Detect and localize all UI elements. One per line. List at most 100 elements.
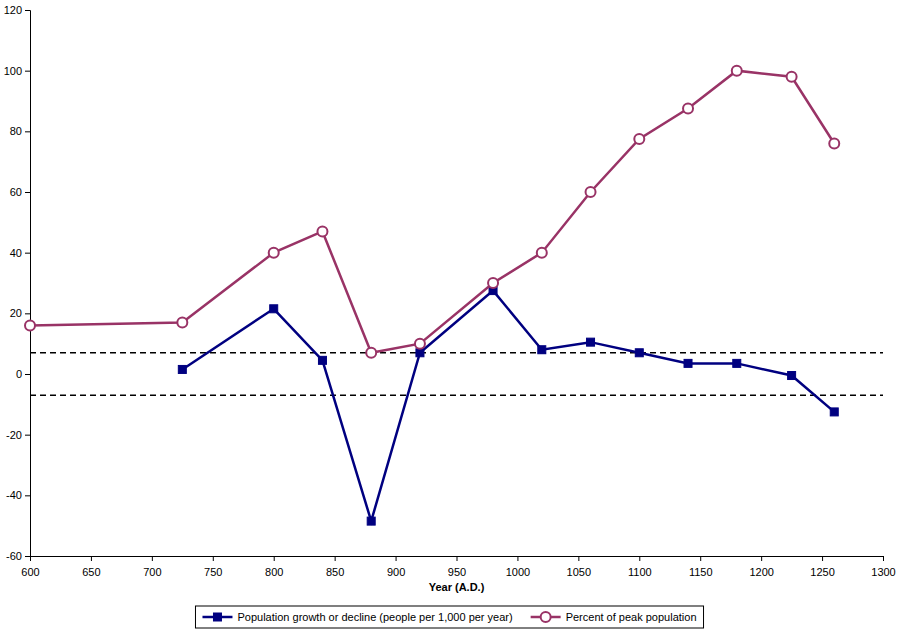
data-point (634, 134, 644, 144)
x-tick: 1200 (749, 556, 773, 578)
y-tick: 120 (4, 4, 30, 16)
x-axis: 600 650 700 750 800 850 900 950 1000 1050 1100 1150… (21, 556, 895, 578)
x-tick-label: 950 (448, 566, 466, 578)
data-point (684, 359, 692, 367)
x-tick: 1100 (628, 556, 652, 578)
y-tick: 20 (10, 307, 30, 319)
x-tick-label: 650 (82, 566, 100, 578)
x-tick: 1250 (810, 556, 834, 578)
x-tick-label: 1050 (567, 566, 591, 578)
data-point (733, 359, 741, 367)
y-tick-mark (25, 71, 30, 72)
y-tick-mark (25, 313, 30, 314)
x-tick-label: 600 (21, 566, 39, 578)
y-tick-label: 120 (4, 4, 22, 16)
y-tick: -60 (6, 550, 30, 562)
x-tick-mark (213, 556, 214, 561)
series-line (30, 71, 834, 353)
data-point (787, 72, 797, 82)
y-tick-label: 0 (16, 368, 22, 380)
x-tick-label: 800 (265, 566, 283, 578)
y-tick-label: -60 (6, 550, 22, 562)
y-tick-label: -40 (6, 489, 22, 501)
x-tick-label: 1200 (749, 566, 773, 578)
data-point (25, 320, 35, 330)
y-tick-mark (25, 10, 30, 11)
x-tick-label: 750 (204, 566, 222, 578)
series-line (182, 291, 834, 522)
x-tick: 1000 (506, 556, 530, 578)
x-tick-mark (335, 556, 336, 561)
legend-label: Population growth or decline (people per… (237, 611, 512, 623)
x-tick: 900 (387, 556, 405, 578)
legend-marker (541, 612, 551, 622)
chart: 6006507007508008509009501000105011001150… (0, 0, 899, 629)
legend-item: Population growth or decline (people per… (202, 611, 512, 623)
x-tick: 700 (143, 556, 161, 578)
x-tick-mark (700, 556, 701, 561)
data-point (415, 339, 425, 349)
x-tick-label: 1300 (871, 566, 895, 578)
series (25, 66, 839, 358)
x-tick-mark (761, 556, 762, 561)
y-tick-mark (25, 192, 30, 193)
legend: Population growth or decline (people per… (195, 606, 703, 628)
y-tick-mark (25, 556, 30, 557)
y-axis-line (25, 11, 31, 557)
x-tick-label: 850 (326, 566, 344, 578)
y-tick-mark (25, 435, 30, 436)
x-axis-title: Year (A.D.) (429, 581, 485, 593)
x-tick: 800 (265, 556, 283, 578)
data-point (416, 349, 424, 357)
x-tick: 950 (448, 556, 466, 578)
x-tick: 1050 (567, 556, 591, 578)
x-tick-label: 1250 (810, 566, 834, 578)
data-point (367, 517, 375, 525)
legend-marker (213, 613, 221, 621)
x-axis-line (31, 557, 884, 562)
series (178, 287, 838, 526)
data-point (538, 346, 546, 354)
y-tick-label: -20 (6, 429, 22, 441)
data-point (829, 138, 839, 148)
legend-label: Percent of peak population (566, 611, 697, 623)
x-tick-mark (91, 556, 92, 561)
data-point (317, 226, 327, 236)
x-tick-mark (578, 556, 579, 561)
reference-line (30, 394, 883, 396)
x-tick-mark (457, 556, 458, 561)
x-tick-mark (396, 556, 397, 561)
y-tick-mark (25, 374, 30, 375)
x-tick-label: 1100 (628, 566, 652, 578)
y-axis: -60 -40 -20 0 20 40 60 80 100 120 (4, 4, 31, 562)
y-tick-label: 40 (10, 247, 22, 259)
x-tick-label: 900 (387, 566, 405, 578)
x-tick-mark (822, 556, 823, 561)
data-point (537, 248, 547, 258)
x-tick: 750 (204, 556, 222, 578)
y-tick-label: 60 (10, 186, 22, 198)
x-tick: 1300 (871, 556, 895, 578)
y-tick: 80 (10, 125, 30, 137)
x-tick: 1150 (689, 556, 713, 578)
data-point (178, 365, 186, 373)
y-tick: 0 (16, 368, 30, 380)
x-tick: 600 (21, 556, 39, 578)
data-point (587, 338, 595, 346)
y-tick-label: 80 (10, 125, 22, 137)
y-tick: 40 (10, 247, 30, 259)
y-tick-mark (25, 131, 30, 132)
data-point (830, 408, 838, 416)
data-point (270, 305, 278, 313)
plot-area (25, 66, 883, 525)
x-tick-mark (517, 556, 518, 561)
x-tick-label: 1150 (689, 566, 713, 578)
y-tick-mark (25, 253, 30, 254)
data-point (732, 66, 742, 76)
y-tick: 100 (4, 65, 30, 77)
x-tick: 850 (326, 556, 344, 578)
x-tick-mark (883, 556, 884, 561)
x-tick-mark (152, 556, 153, 561)
data-point (683, 104, 693, 114)
y-tick: -20 (6, 429, 30, 441)
